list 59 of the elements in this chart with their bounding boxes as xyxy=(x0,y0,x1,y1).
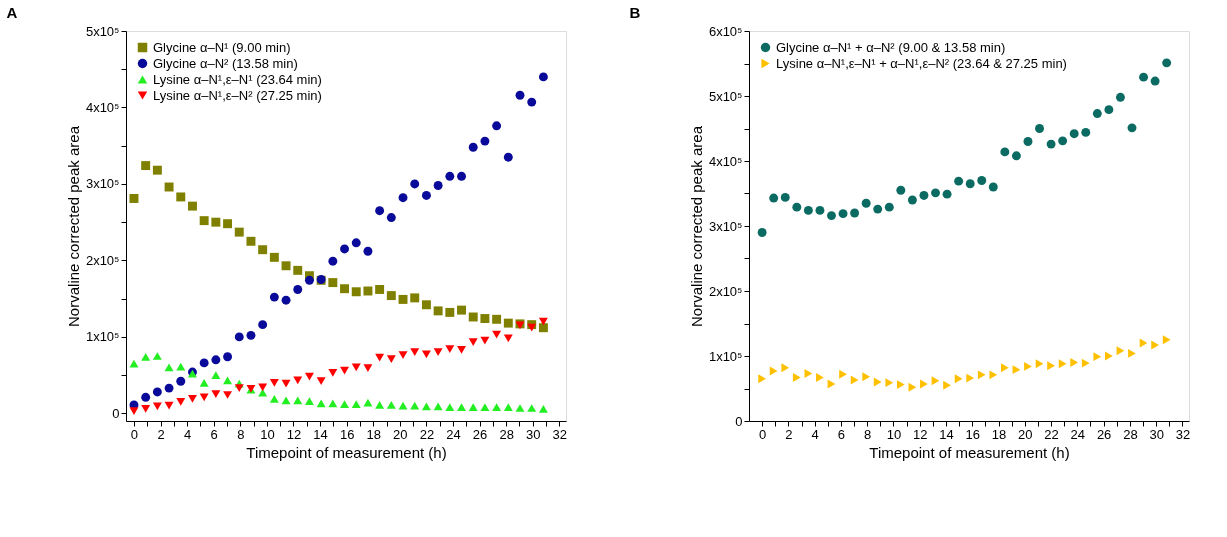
x-tick-label: 0 xyxy=(130,426,139,442)
y-tick-label: 4x10⁵ xyxy=(85,99,120,115)
x-tick-label: 28 xyxy=(499,426,514,442)
x-tick-label: 8 xyxy=(864,426,872,442)
x-tick-label: 28 xyxy=(1123,426,1138,442)
y-tick-label: 0 xyxy=(735,413,743,429)
x-tick-label: 16 xyxy=(965,426,981,442)
y-tick-label: 6x10⁵ xyxy=(708,23,743,39)
x-axis-title: Timepoint of measurement (h) xyxy=(246,443,447,461)
y-axis-title: Norvaline corrected peak area xyxy=(64,125,82,327)
y-tick-label: 3x10⁵ xyxy=(708,218,743,234)
x-tick-label: 6 xyxy=(837,426,846,442)
x-tick-label: 20 xyxy=(393,426,408,442)
x-tick-label: 8 xyxy=(237,426,245,442)
x-tick-label: 10 xyxy=(886,426,902,442)
y-tick-label: 2x10⁵ xyxy=(85,252,120,268)
x-tick-label: 30 xyxy=(1149,426,1164,442)
x-axis-title: Timepoint of measurement (h) xyxy=(869,443,1070,461)
y-tick-label: 3x10⁵ xyxy=(85,176,120,192)
legend-label: Glycine α–N² (13.58 min) xyxy=(153,55,298,71)
x-tick-label: 30 xyxy=(526,426,541,442)
legend-label: Lysine α–N¹,ε–N¹ + α–N¹,ε–N² (23.64 & 27.25 min) xyxy=(776,55,1067,71)
x-tick-label: 0 xyxy=(759,426,767,442)
x-tick-label: 4 xyxy=(811,426,819,442)
y-tick-label: 1x10⁵ xyxy=(708,348,743,364)
y-tick-label: 5x10⁵ xyxy=(85,23,120,39)
y-tick-label: 0 xyxy=(112,405,120,421)
x-tick-label: 22 xyxy=(419,426,435,442)
y-tick-label: 1x10⁵ xyxy=(85,329,120,345)
legend-label: Lysine α–N¹,ε–N¹ (23.64 min) xyxy=(153,71,322,87)
x-tick-label: 18 xyxy=(991,426,1007,442)
x-tick-label: 14 xyxy=(939,426,954,442)
x-tick-label: 14 xyxy=(313,426,328,442)
x-tick-label: 4 xyxy=(184,426,192,442)
x-tick-label: 22 xyxy=(1044,426,1059,442)
x-tick-label: 26 xyxy=(472,426,488,442)
legend-label: Glycine α–N¹ + α–N² (9.00 & 13.58 min) xyxy=(776,39,1006,55)
x-tick-label: 6 xyxy=(210,426,218,442)
y-tick-label: 4x10⁵ xyxy=(708,153,743,169)
legend-label: Glycine α–N¹ (9.00 min) xyxy=(153,39,291,55)
chart-title: B xyxy=(629,4,641,21)
x-tick-label: 24 xyxy=(1070,426,1086,442)
x-tick-label: 32 xyxy=(1175,426,1191,442)
x-tick-label: 26 xyxy=(1096,426,1112,442)
x-tick-label: 12 xyxy=(913,426,928,442)
x-tick-label: 20 xyxy=(1018,426,1033,442)
x-tick-label: 24 xyxy=(446,426,461,442)
x-tick-label: 10 xyxy=(260,426,275,442)
y-tick-label: 5x10⁵ xyxy=(708,88,743,104)
legend-label: Lysine α–N¹,ε–N² (27.25 min) xyxy=(153,87,322,103)
y-tick-label: 2x10⁵ xyxy=(708,283,743,299)
y-axis-title: Norvaline corrected peak area xyxy=(687,125,705,327)
x-tick-label: 16 xyxy=(339,426,355,442)
x-tick-label: 18 xyxy=(366,426,381,442)
x-tick-label: 2 xyxy=(157,426,165,442)
x-tick-label: 32 xyxy=(552,426,568,442)
x-tick-label: 12 xyxy=(286,426,302,442)
x-tick-label: 2 xyxy=(785,426,793,442)
chart-title: A xyxy=(6,4,18,21)
